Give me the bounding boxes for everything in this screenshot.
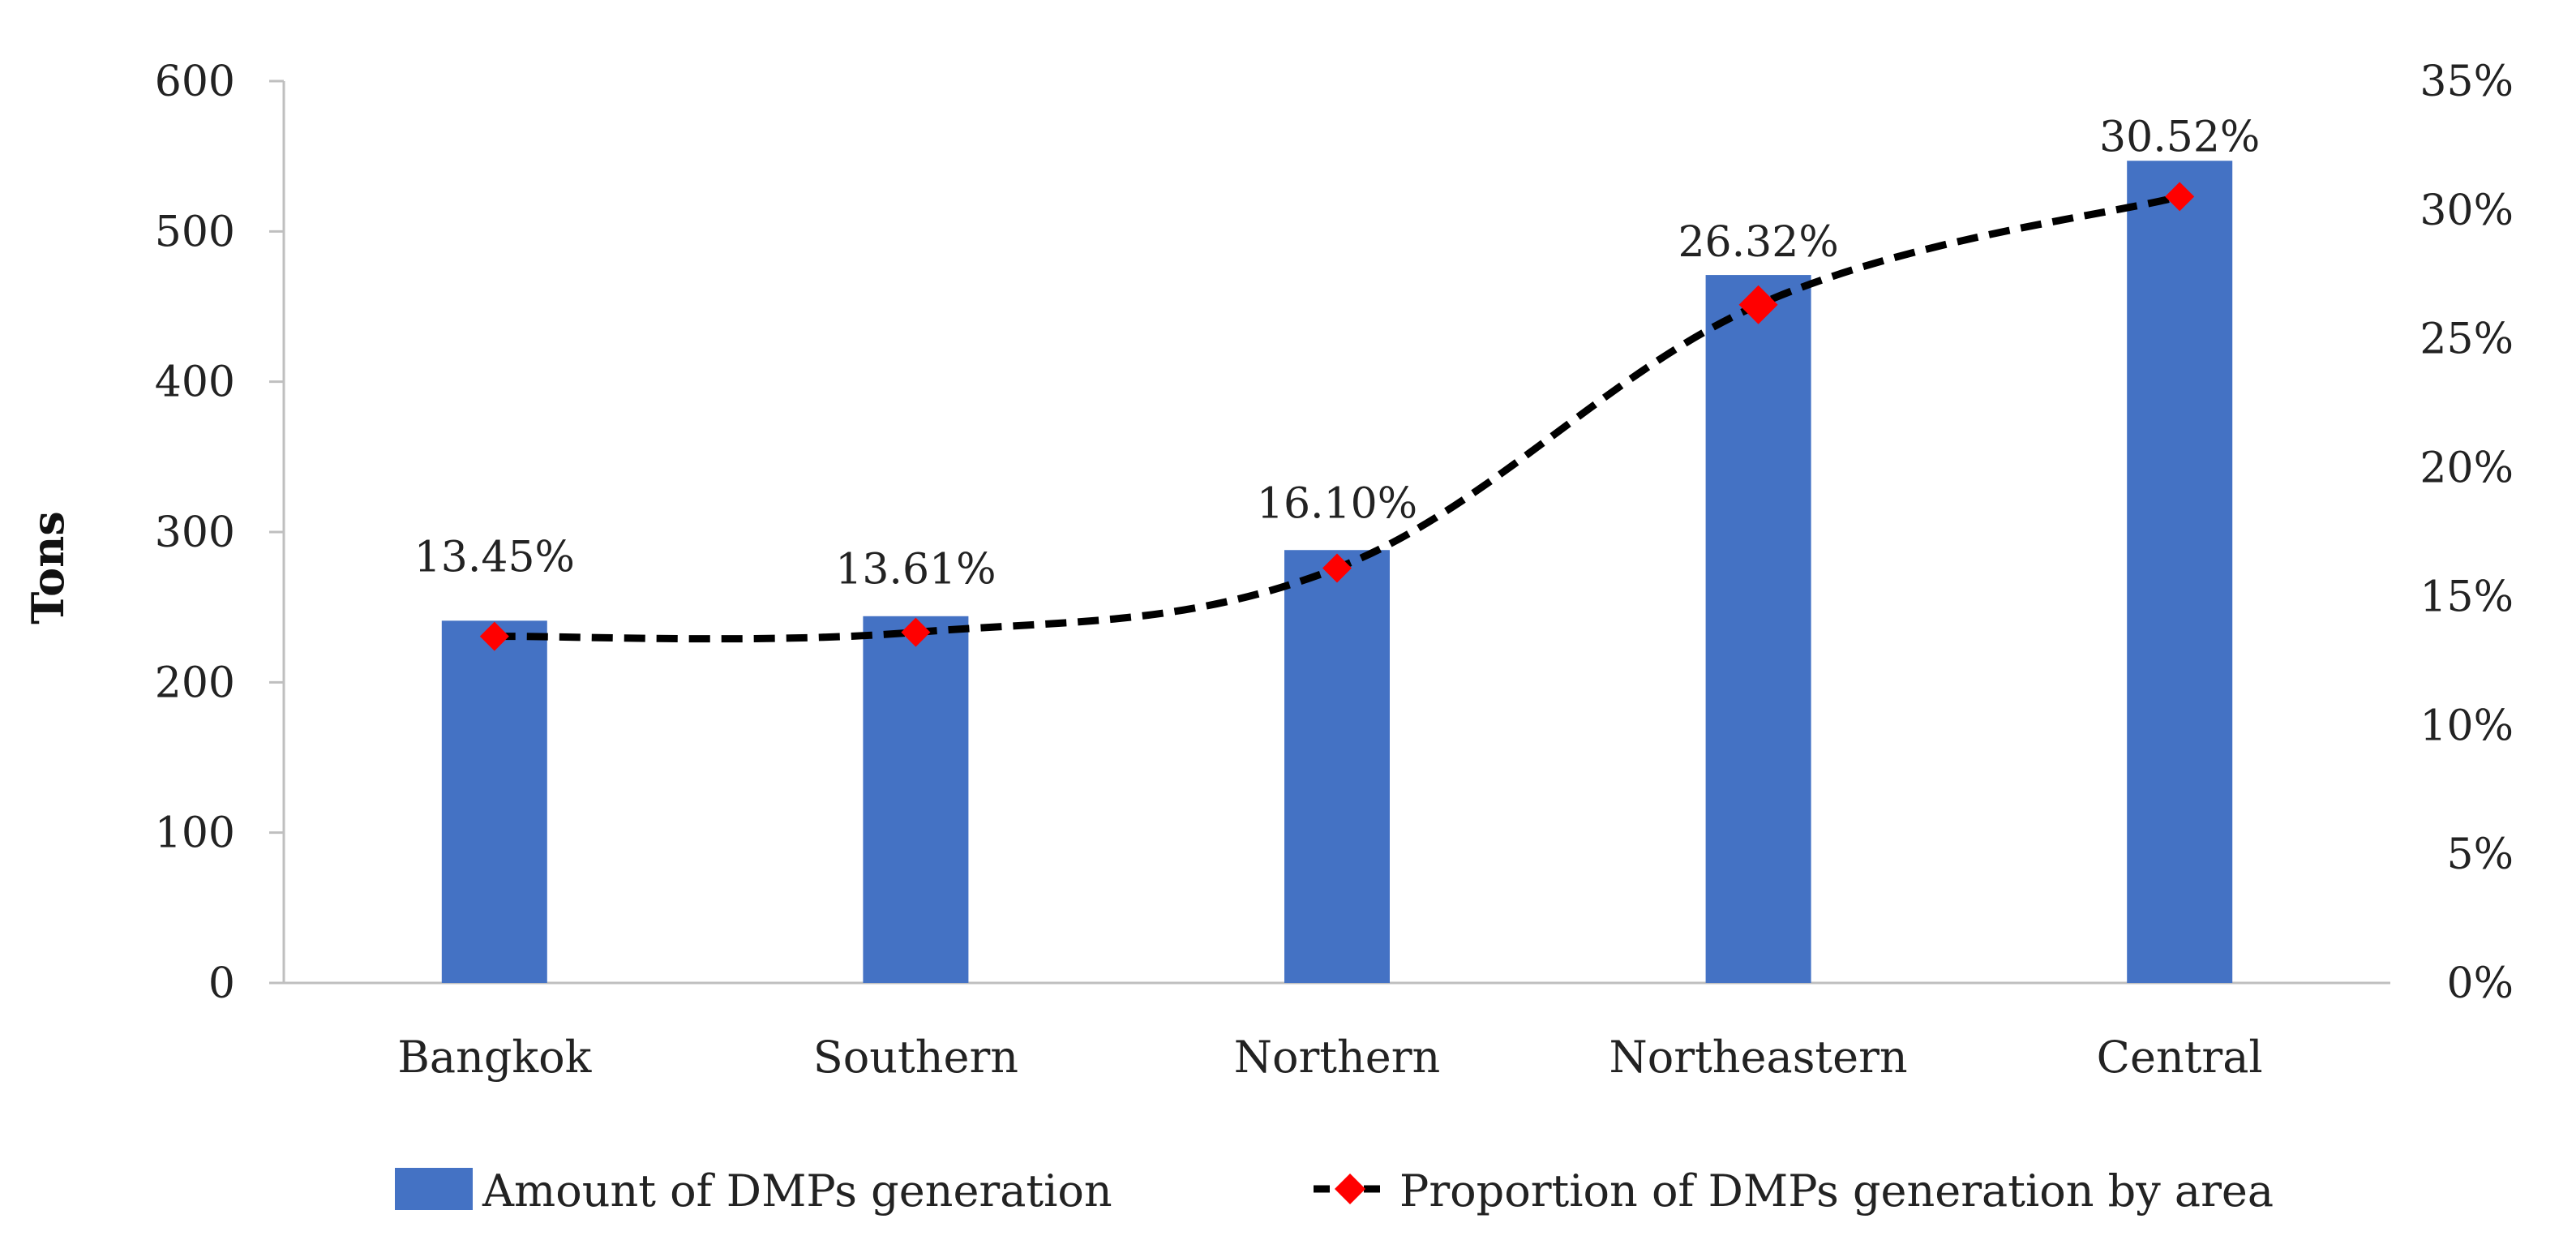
bar [1284, 550, 1390, 983]
legend-line-label: Proportion of DMPs generation by area [1399, 1165, 2274, 1217]
category-label: Bangkok [397, 1032, 592, 1083]
left-tick-label: 200 [155, 659, 235, 707]
left-tick-label: 300 [155, 508, 235, 557]
left-axis-ticks: 0 100 200 300 400 500 600 [155, 58, 284, 1008]
category-labels: Bangkok Southern Northern Northeastern Centr… [397, 1032, 2263, 1083]
left-tick-label: 0 [208, 959, 235, 1008]
legend-bar-label: Amount of DMPs generation [482, 1165, 1112, 1217]
bar-series [441, 161, 2233, 984]
bar [441, 620, 547, 983]
legend-marker-swatch [1335, 1174, 1365, 1204]
line-markers [479, 182, 2195, 651]
category-label: Central [2097, 1032, 2263, 1083]
line-marker [901, 617, 931, 647]
right-tick-label: 15% [2420, 573, 2514, 621]
right-tick-label: 25% [2420, 315, 2514, 364]
line-marker [479, 621, 509, 651]
left-tick-label: 600 [155, 58, 235, 106]
right-tick-label: 5% [2447, 830, 2514, 879]
left-tick-label: 500 [155, 208, 235, 256]
legend-bar-swatch [395, 1168, 473, 1210]
right-tick-label: 10% [2420, 702, 2514, 750]
y-axis-title: Tons [22, 511, 74, 624]
line-data-label: 13.61% [835, 546, 996, 594]
line-data-labels: 13.45% 13.61% 16.10% 26.32% 30.52% [414, 113, 2261, 594]
bar [2127, 161, 2233, 983]
legend: Amount of DMPs generation Proportion of … [395, 1165, 2274, 1217]
category-label: Northern [1234, 1032, 1441, 1083]
line-marker [2165, 182, 2195, 212]
right-tick-label: 0% [2447, 959, 2514, 1008]
line-data-label: 30.52% [2099, 113, 2260, 161]
left-tick-label: 100 [155, 809, 235, 858]
category-label: Southern [813, 1032, 1018, 1083]
category-label: Northeastern [1609, 1032, 1908, 1083]
line-data-label: 16.10% [1257, 479, 1417, 528]
right-tick-label: 20% [2420, 444, 2514, 493]
bar [1705, 275, 1811, 984]
right-tick-label: 35% [2420, 58, 2514, 106]
bar [863, 616, 969, 983]
line-marker [1322, 553, 1352, 583]
line-data-label: 26.32% [1678, 218, 1838, 267]
right-axis-ticks: 0% 5% 10% 15% 20% 25% 30% 35% [2420, 58, 2514, 1008]
left-tick-label: 400 [155, 358, 235, 407]
right-tick-label: 30% [2420, 187, 2514, 235]
line-data-label: 13.45% [414, 534, 575, 582]
line-marker [1738, 285, 1778, 324]
